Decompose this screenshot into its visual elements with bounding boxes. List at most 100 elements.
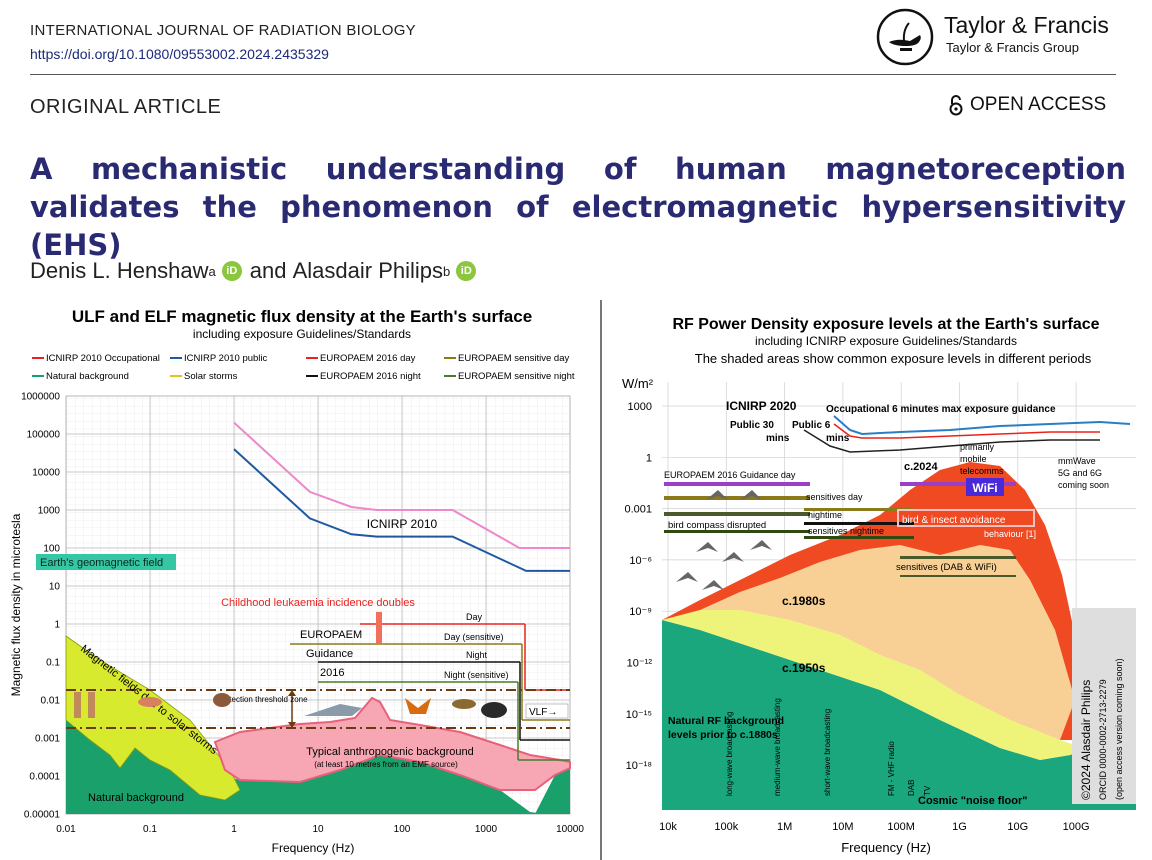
mobile-label-2: mobile <box>960 454 987 464</box>
bird-compass-label: bird compass disrupted <box>668 520 766 531</box>
vlf-label: VLF→ <box>529 707 557 718</box>
rf-guidance-bars <box>664 482 1016 577</box>
geomagnetic-badge <box>36 554 176 570</box>
author-affiliation: b <box>443 263 451 279</box>
human-icon <box>74 692 81 718</box>
y-tick-label: 0.1 <box>46 658 60 669</box>
x-tick-label: 0.01 <box>56 824 76 835</box>
y-tick-label: 100000 <box>27 430 61 441</box>
x-tick-label: 1M <box>777 821 792 833</box>
rf-chart-title: RF Power Density exposure levels at the … <box>672 316 1099 333</box>
natural-background-area <box>66 720 545 814</box>
x-tick-label: 10M <box>832 821 853 833</box>
author-name[interactable]: Denis L. Henshaw <box>30 258 209 283</box>
europaem-label: EUROPAEM <box>300 629 362 641</box>
leukaemia-label: Childhood leukaemia incidence doubles <box>221 597 415 609</box>
y-tick-label: 10⁻⁹ <box>629 606 652 618</box>
detection-label: detection threshold zone <box>220 695 308 704</box>
rf-unit-label: W/m² <box>622 376 654 391</box>
doi-link[interactable]: https://doi.org/10.1080/09553002.2024.24… <box>30 46 329 62</box>
guidance-label: Guidance <box>306 648 353 660</box>
x-tick-label: 100k <box>714 821 738 833</box>
c1980-label: c.1980s <box>782 594 826 608</box>
europaem-day-label: EUROPAEM 2016 Guidance day <box>664 470 796 480</box>
icnirp-2020-label: ICNIRP 2020 <box>726 399 797 413</box>
x-tick-label: 1G <box>952 821 967 833</box>
band-label: short-wave broadcasting <box>823 709 832 796</box>
leukaemia-marker <box>376 612 382 644</box>
shark-icon <box>304 704 362 716</box>
orcid-label: ORCID 0000-0002-2713-2279 <box>1098 679 1108 800</box>
y-tick-label: 0.00001 <box>24 810 61 821</box>
band-label: TV <box>923 785 932 796</box>
y-tick-label: 1 <box>54 620 60 631</box>
sensitives-day-label: sensitives day <box>806 492 863 502</box>
bird-icon <box>452 699 476 709</box>
band-label: DAB <box>907 780 916 796</box>
orcid-icon[interactable]: iD <box>221 261 242 281</box>
legend-entry: EUROPAEM 2016 day <box>320 353 416 364</box>
rf-chart-subtitle2: The shaded areas show common exposure le… <box>695 351 1092 366</box>
legend-entry: Natural background <box>46 371 129 382</box>
nightime-label: nightime <box>808 510 842 520</box>
vlf-badge <box>525 703 569 719</box>
c1950-area <box>662 610 1090 760</box>
band-label: FM - VHF radio <box>887 741 896 796</box>
elf-y-axis-label: Magnetic flux density in microtesla <box>9 513 23 696</box>
x-tick-label: 10000 <box>556 824 584 835</box>
legend-entry: ICNIRP 2010 Occupational <box>46 353 160 364</box>
animal-silhouettes <box>74 692 507 718</box>
publisher-name: Taylor & Francis <box>944 12 1109 38</box>
geomagnetic-label: Earth's geomagnetic field <box>40 557 163 569</box>
open-access-badge: OPEN ACCESS <box>948 94 1106 116</box>
open-access-note: (open access version coming soon) <box>1114 658 1124 800</box>
public6-label: Public 6 <box>792 420 831 431</box>
avoidance-box <box>897 509 1035 527</box>
occupational-label: Occupational 6 minutes max exposure guid… <box>826 404 1056 415</box>
natural-rf-label-2: levels prior to c.1880s <box>668 729 778 741</box>
y-tick-label: 1 <box>646 452 652 464</box>
elf-x-axis-label: Frequency (Hz) <box>272 841 355 855</box>
legend-entry: EUROPAEM sensitive night <box>458 371 575 382</box>
rf-x-ticks: 10k 100k 1M 10M 100M 1G 10G 100G <box>659 821 1089 833</box>
x-tick-label: 1 <box>231 824 237 835</box>
article-type: ORIGINAL ARTICLE <box>30 96 222 118</box>
public30-label-2: mins <box>766 433 790 444</box>
open-access-label: OPEN ACCESS <box>970 94 1107 115</box>
wifi-badge <box>966 478 1004 496</box>
x-tick-label: 100G <box>1063 821 1090 833</box>
elf-chart: ULF and ELF magnetic flux density at the… <box>9 307 584 855</box>
author-name[interactable]: Alasdair Philips <box>292 258 444 283</box>
author-list: Denis L. Henshaw a iD and Alasdair Philip… <box>30 258 484 284</box>
legend-entry: EUROPAEM 2016 night <box>320 371 421 382</box>
rf-x-axis-label: Frequency (Hz) <box>841 840 931 855</box>
y-tick-label: 10⁻⁶ <box>629 555 652 567</box>
x-tick-label: 100M <box>887 821 915 833</box>
y-tick-label: 0.0001 <box>29 772 60 783</box>
mmwave-label: mmWave <box>1058 456 1096 466</box>
public6-label-2: mins <box>826 433 850 444</box>
elf-chart-title: ULF and ELF magnetic flux density at the… <box>72 307 532 326</box>
y-tick-label: 10 <box>49 582 61 593</box>
y-tick-label: 10000 <box>32 468 60 479</box>
header-divider <box>30 74 1116 75</box>
anthropogenic-sub-label: (at least 10 metres from an EMF source) <box>314 760 458 769</box>
shrimp-icon <box>138 697 162 707</box>
legend-entry: ICNIRP 2010 public <box>184 353 268 364</box>
y-tick-label: 10⁻¹² <box>627 658 653 670</box>
rf-occupational-line <box>833 415 1131 436</box>
author-affiliation: a <box>208 263 216 279</box>
y-tick-label: 100 <box>43 544 60 555</box>
x-tick-label: 10G <box>1007 821 1028 833</box>
rf-y-ticks: 1000 1 0.001 10⁻⁶ 10⁻⁹ 10⁻¹² 10⁻¹⁵ 10⁻¹⁸ <box>624 401 652 772</box>
x-tick-label: 10 <box>312 824 324 835</box>
copyright-box <box>1072 608 1136 804</box>
open-lock-icon <box>949 95 963 116</box>
night-sensitive-label: Night (sensitive) <box>444 670 509 680</box>
x-tick-label: 1000 <box>475 824 498 835</box>
sensitives-night-label: sensitives nightime <box>808 526 884 536</box>
solar-storms-area <box>65 635 241 801</box>
orcid-icon[interactable]: iD <box>456 261 477 281</box>
rf-public30-line <box>803 429 1100 453</box>
mouse-icon <box>481 702 507 718</box>
